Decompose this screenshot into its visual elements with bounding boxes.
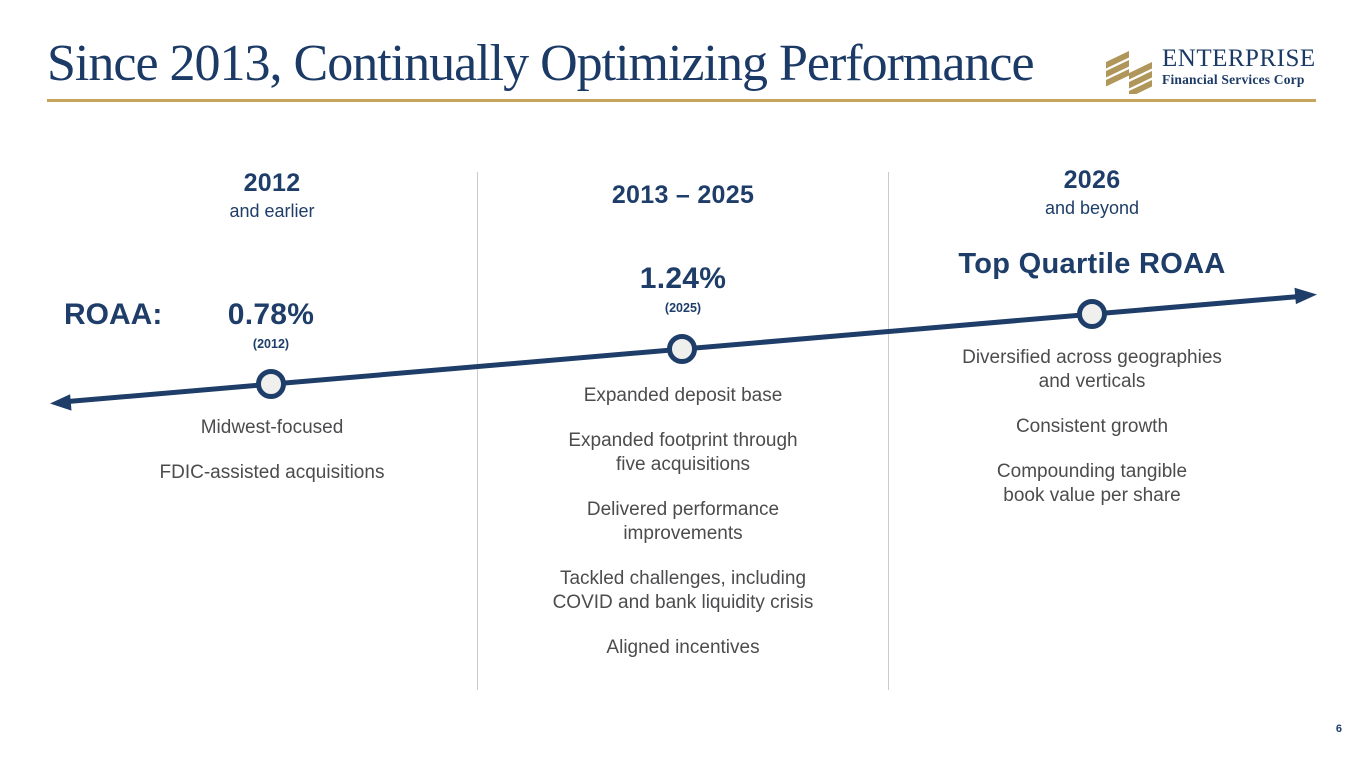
title-underline bbox=[47, 99, 1316, 102]
column-header-2012: 2012 and earlier bbox=[122, 169, 422, 222]
milestone-marker-2012 bbox=[256, 369, 286, 399]
column-divider-left bbox=[477, 172, 478, 690]
bullet-item: Tackled challenges, including COVID and … bbox=[552, 568, 814, 613]
roaa-value-note: (2025) bbox=[664, 301, 702, 315]
enterprise-logo-icon bbox=[1103, 46, 1155, 99]
roaa-label: ROAA: bbox=[64, 298, 163, 331]
column-year-label: 2012 bbox=[243, 169, 301, 197]
bullet-item: Consistent growth bbox=[1015, 416, 1169, 437]
column-subtitle-label: and earlier bbox=[229, 201, 315, 221]
logo-company-subtitle: Financial Services Corp bbox=[1162, 72, 1305, 87]
roaa-value: 0.78% bbox=[227, 298, 315, 331]
milestone-marker-2025 bbox=[667, 334, 697, 364]
column-year-label: 2026 bbox=[1063, 166, 1121, 194]
bullet-item: Aligned incentives bbox=[606, 637, 760, 658]
bullet-item: Expanded footprint through five acquisit… bbox=[568, 430, 798, 475]
roaa-value-future: Top Quartile ROAA bbox=[942, 248, 1242, 281]
bullet-item: Expanded deposit base bbox=[583, 385, 783, 406]
roaa-value-2012: 0.78% (2012) bbox=[171, 298, 371, 351]
bullet-item: Compounding tangible book value per shar… bbox=[996, 461, 1188, 506]
roaa-value: Top Quartile ROAA bbox=[958, 248, 1226, 280]
page-number: 6 bbox=[1335, 723, 1342, 735]
bullet-item: Diversified across geographies and verti… bbox=[962, 347, 1222, 392]
bullet-item: Delivered performance improvements bbox=[586, 499, 780, 544]
left-arrowhead-icon bbox=[50, 394, 72, 411]
column-header-2013-2025: 2013 – 2025 bbox=[533, 181, 833, 210]
bullet-item: FDIC-assisted acquisitions bbox=[159, 462, 385, 483]
company-logo: ENTERPRISE Financial Services Corp bbox=[1103, 46, 1316, 99]
column-subtitle-label: and beyond bbox=[1044, 198, 1140, 218]
column-header-2026: 2026 and beyond bbox=[942, 166, 1242, 219]
right-arrowhead-icon bbox=[1294, 287, 1317, 305]
milestone-marker-2026 bbox=[1077, 299, 1107, 329]
roaa-value: 1.24% bbox=[639, 262, 727, 295]
logo-text: ENTERPRISE Financial Services Corp bbox=[1162, 46, 1316, 87]
column-year-label: 2013 – 2025 bbox=[611, 181, 755, 209]
logo-company-name: ENTERPRISE bbox=[1162, 45, 1316, 72]
roaa-value-2025: 1.24% (2025) bbox=[583, 262, 783, 315]
bullet-list-2012: Midwest-focused FDIC-assisted acquisitio… bbox=[82, 416, 462, 506]
column-divider-right bbox=[888, 172, 889, 690]
bullet-item: Midwest-focused bbox=[200, 417, 344, 438]
bullet-list-2026: Diversified across geographies and verti… bbox=[902, 346, 1282, 529]
roaa-value-note: (2012) bbox=[252, 337, 290, 351]
bullet-list-2013-2025: Expanded deposit base Expanded footprint… bbox=[493, 384, 873, 681]
page-title: Since 2013, Continually Optimizing Perfo… bbox=[47, 35, 1035, 92]
